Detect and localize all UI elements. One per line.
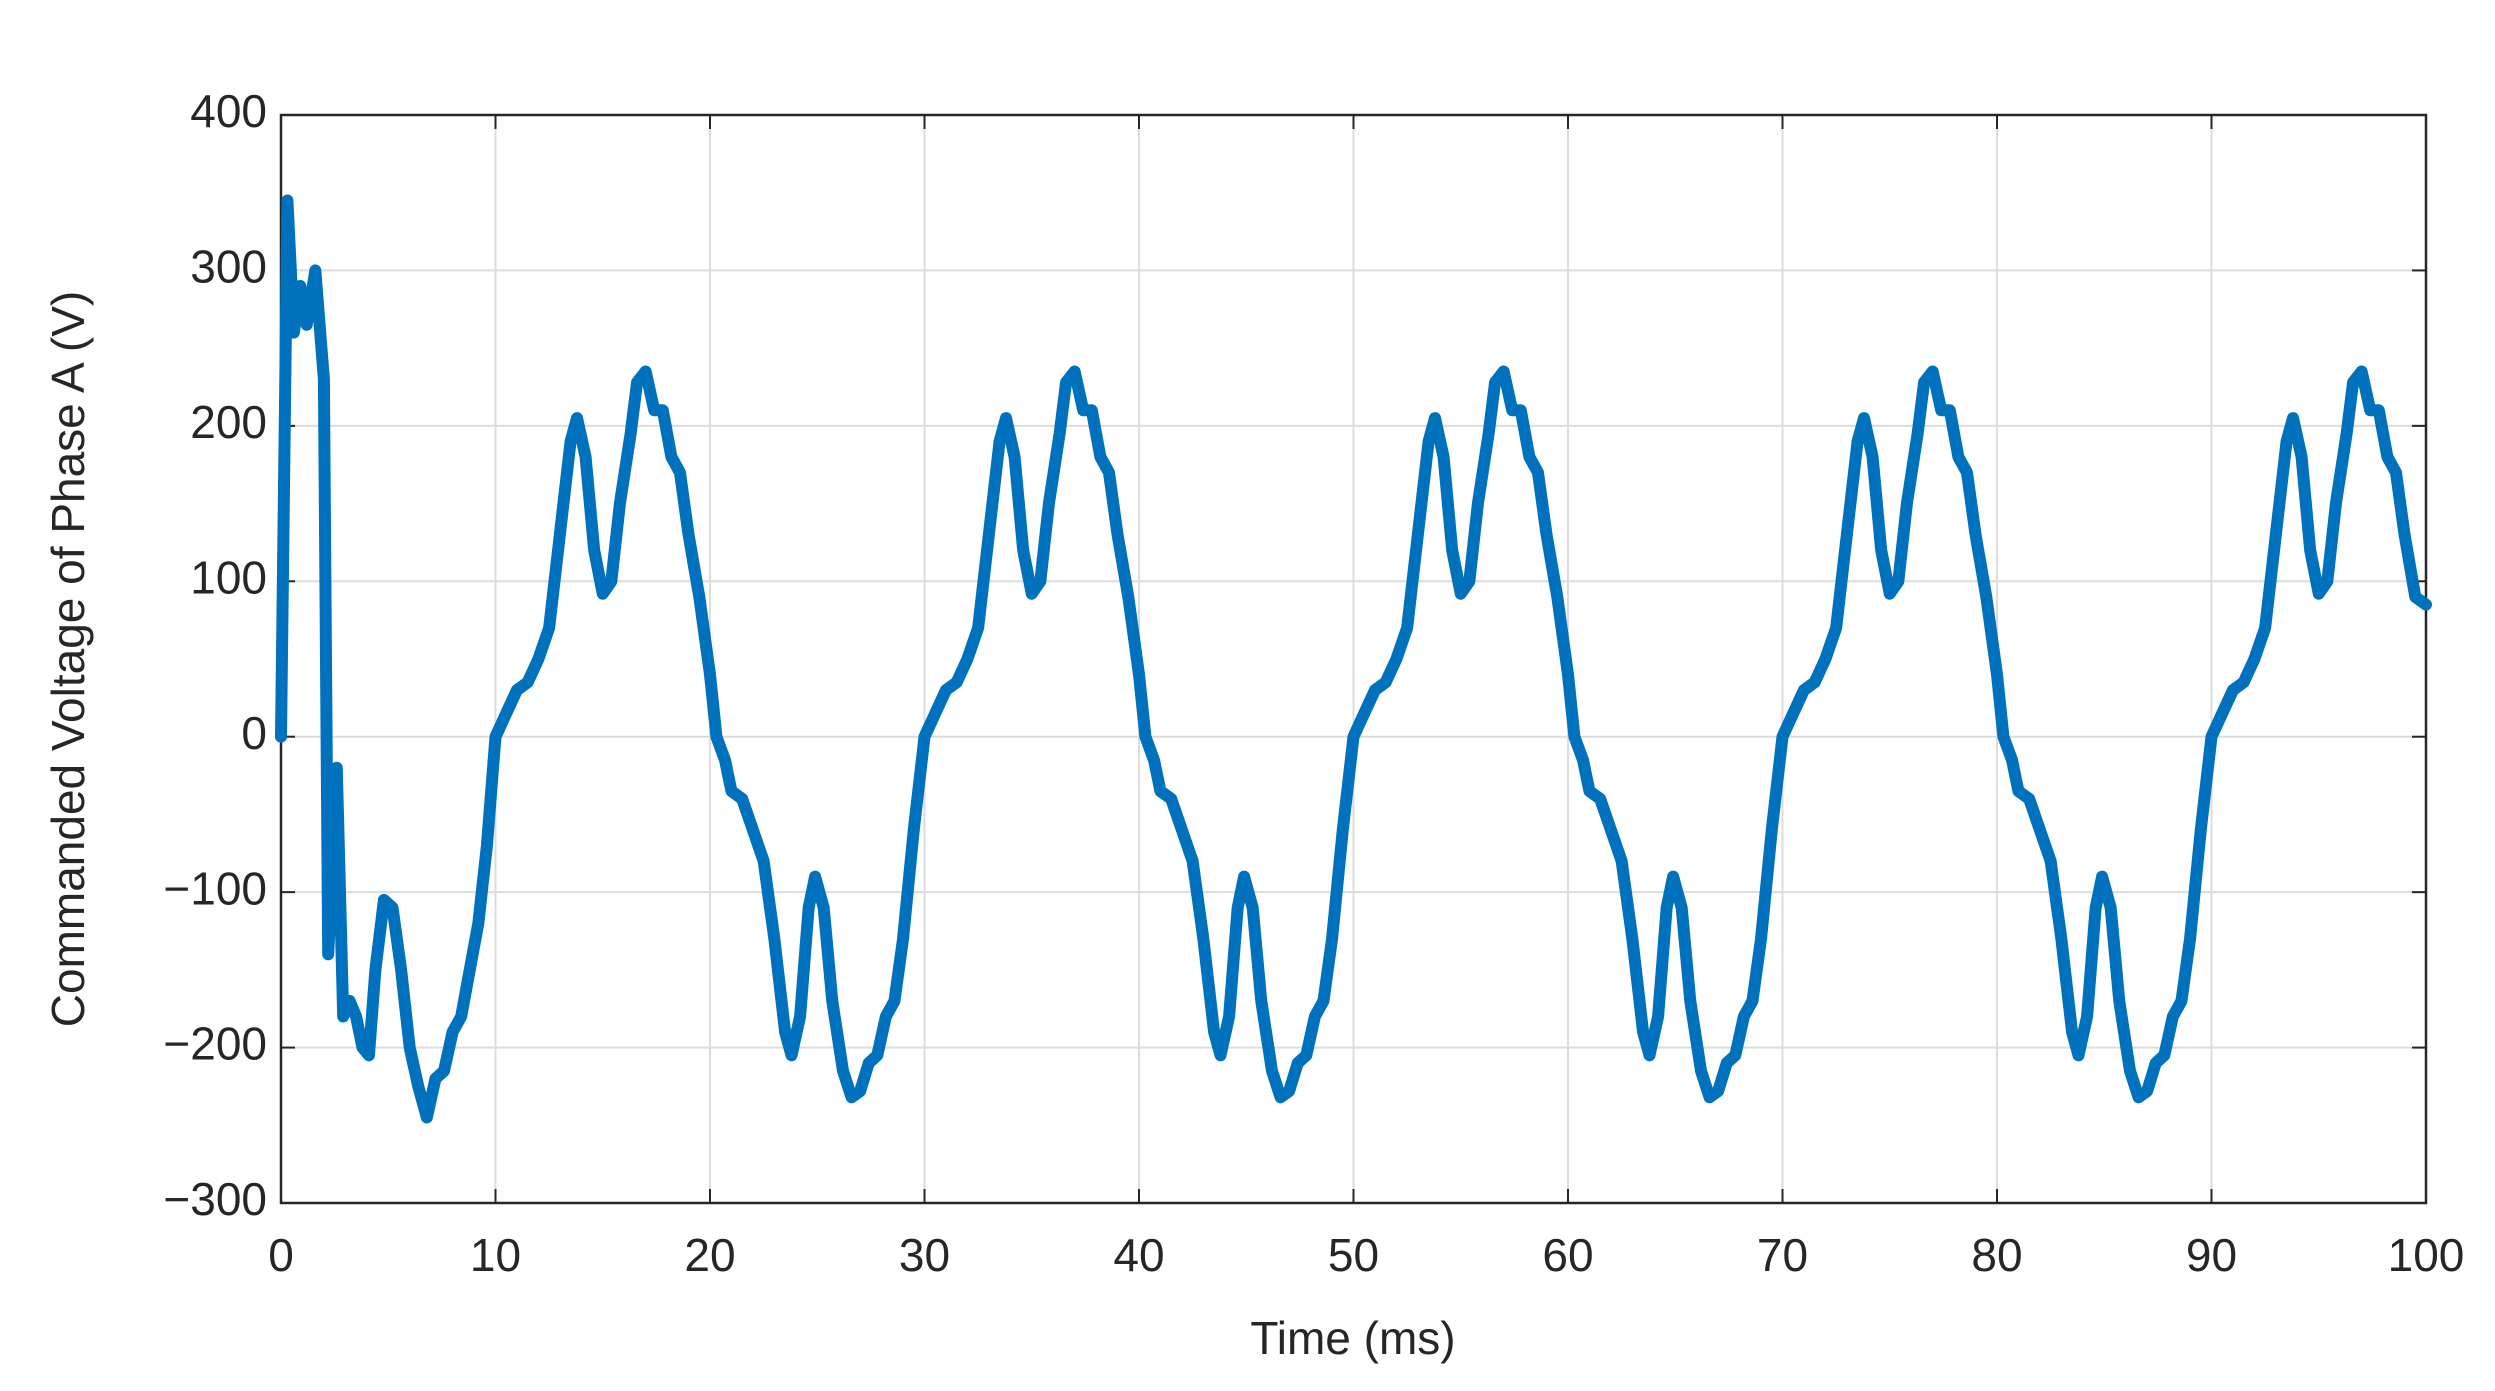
x-tick-label: 30 bbox=[899, 1229, 950, 1281]
y-tick-label: 0 bbox=[241, 707, 267, 759]
y-tick-label: 200 bbox=[190, 396, 267, 448]
y-tick-label: −100 bbox=[163, 862, 267, 914]
x-tick-label: 90 bbox=[2186, 1229, 2237, 1281]
y-tick-label: −200 bbox=[163, 1018, 267, 1070]
x-tick-label: 60 bbox=[1542, 1229, 1593, 1281]
x-tick-label: 80 bbox=[1971, 1229, 2022, 1281]
y-tick-label: −300 bbox=[163, 1173, 267, 1225]
x-tick-label: 40 bbox=[1113, 1229, 1164, 1281]
x-tick-label: 70 bbox=[1757, 1229, 1808, 1281]
x-tick-label: 20 bbox=[684, 1229, 735, 1281]
x-axis-label: Time (ms) bbox=[1250, 1312, 1455, 1364]
data-line bbox=[275, 194, 2432, 1124]
x-tick-label: 100 bbox=[2388, 1229, 2465, 1281]
x-tick-label: 50 bbox=[1328, 1229, 1379, 1281]
x-tick-label: 10 bbox=[470, 1229, 521, 1281]
y-tick-label: 300 bbox=[190, 241, 267, 293]
y-axis-label: Commanded Voltage of Phase A (V) bbox=[42, 291, 94, 1027]
x-tick-label: 0 bbox=[268, 1229, 294, 1281]
y-tick-label: 400 bbox=[190, 85, 267, 137]
y-tick-label: 100 bbox=[190, 551, 267, 603]
